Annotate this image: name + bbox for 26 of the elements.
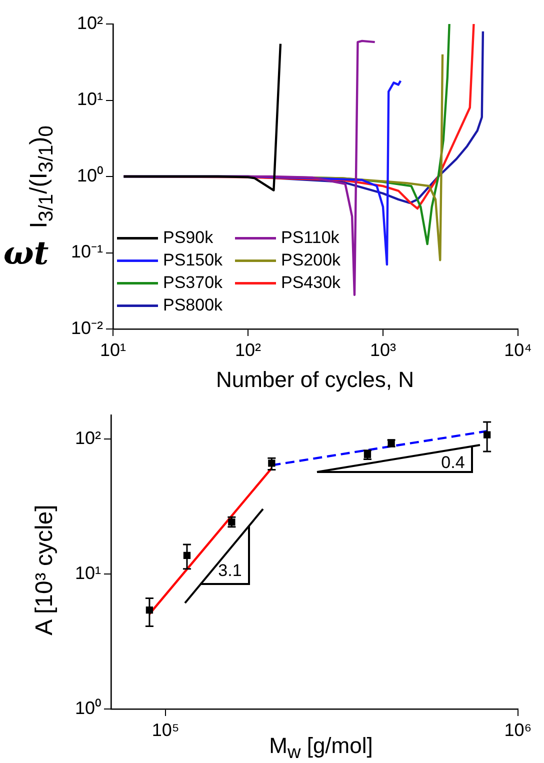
x-tick-label: 10⁶: [504, 720, 532, 740]
legend-label: PS90k: [163, 228, 214, 247]
y-tick-label: 10⁰: [74, 698, 101, 718]
x-tick-label: 10²: [234, 340, 262, 360]
y-tick-label: 10²: [74, 428, 102, 448]
annotation: 0.4: [441, 453, 465, 473]
y-tick-label: 10²: [76, 12, 104, 33]
x-tick-label: 10⁵: [152, 720, 180, 740]
x-tick-label: 10¹: [100, 340, 126, 360]
y-tick-label: 10¹: [76, 89, 104, 110]
legend-label: PS430k: [281, 272, 342, 292]
y-tick-label: 10⁰: [76, 165, 103, 186]
legend-label: PS800k: [163, 295, 224, 314]
legend-label: PS150k: [163, 250, 224, 270]
legend-label: PS110k: [281, 228, 340, 247]
legend-label: PS200k: [281, 250, 342, 270]
x-axis-title: Number of cycles, N: [216, 367, 414, 393]
text: ωt: [3, 234, 49, 272]
x-tick-label: 10⁴: [504, 340, 532, 360]
y-tick-label: 10⁻²: [70, 318, 104, 338]
x-axis-title: M$_{w}$ [g/mol]: [269, 732, 373, 763]
legend-label: PS370k: [163, 272, 224, 292]
y-tick-label: 10⁻¹: [70, 242, 104, 262]
x-tick-label: 10³: [370, 340, 396, 360]
y-axis-title: A [10³ cycle]: [31, 504, 59, 636]
y-tick-label: 10¹: [74, 562, 102, 583]
